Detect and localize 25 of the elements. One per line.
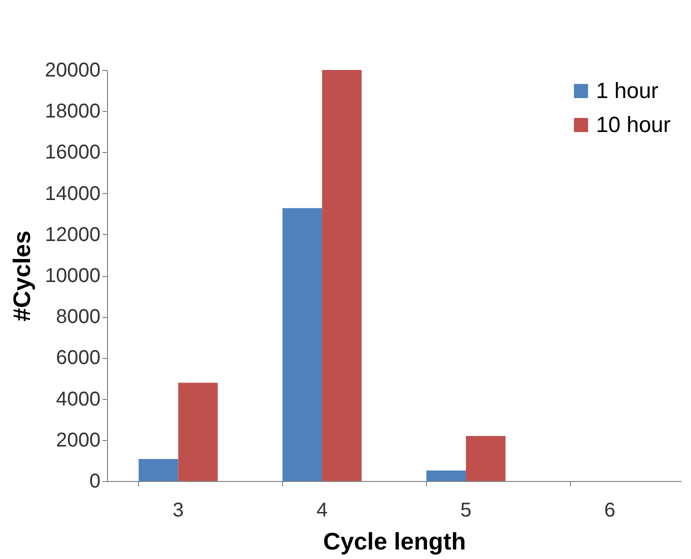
x-tick-label: 4: [316, 500, 328, 522]
bar: [426, 470, 466, 481]
bar: [466, 436, 506, 481]
x-tick-label: 3: [172, 500, 184, 522]
y-axis-title: #Cycles: [8, 230, 36, 322]
y-tick-label: 10000: [44, 265, 100, 287]
y-tick-label: 8000: [56, 306, 100, 328]
bar: [322, 70, 362, 481]
y-tick-label: 12000: [44, 224, 100, 246]
legend-label: 10 hour: [596, 112, 671, 137]
y-tick-label: 0: [89, 470, 100, 492]
y-tick-label: 18000: [44, 100, 100, 123]
x-tick-label: 6: [604, 500, 616, 522]
y-tick-label: 2000: [56, 429, 100, 452]
x-axis-title: Cycle length: [323, 528, 466, 556]
bar: [178, 382, 218, 481]
y-tick-label: 20000: [44, 60, 100, 82]
y-tick-label: 16000: [44, 142, 100, 164]
x-tick-label: 5: [460, 500, 472, 522]
legend-label: 1 hour: [596, 78, 658, 103]
bar: [282, 208, 322, 481]
y-tick-label: 6000: [56, 347, 100, 370]
y-tick-label: 4000: [56, 388, 100, 410]
y-tick-label: 14000: [44, 182, 100, 205]
bar: [138, 459, 178, 481]
